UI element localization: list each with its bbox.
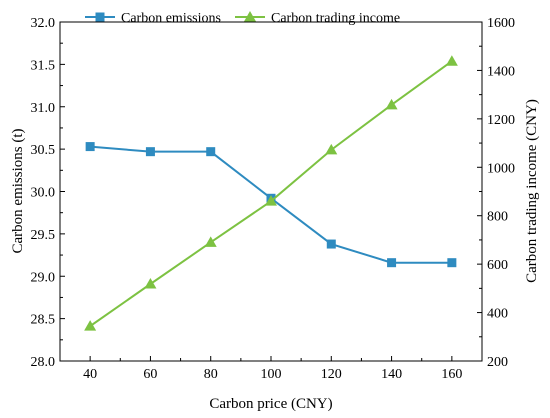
left-tick-label: 29.0 — [31, 270, 56, 285]
left-tick-label: 28.0 — [31, 355, 56, 370]
plot-frame — [59, 21, 483, 362]
right-tick-label: 1400 — [487, 64, 515, 79]
left-axis-title: Carbon emissions (t) — [10, 129, 26, 254]
left-tick-label: 30.5 — [31, 143, 56, 158]
right-tick-label: 800 — [487, 210, 508, 225]
data-point — [385, 98, 398, 110]
data-point — [445, 55, 458, 66]
x-tick-label: 60 — [143, 367, 157, 382]
left-tick-label: 31.5 — [31, 58, 56, 73]
right-tick-label: 1200 — [487, 113, 515, 128]
data-point — [144, 277, 157, 289]
x-axis-ticks: 40 60 80 100 120 140 160 — [83, 356, 462, 382]
series-layer — [84, 55, 458, 331]
right-axis-ticks: 200 400 600 800 1000 1200 1400 1600 — [477, 16, 515, 370]
legend-label: Carbon emissions — [121, 11, 221, 26]
left-tick-label: 28.5 — [31, 313, 56, 328]
right-tick-label: 200 — [487, 355, 508, 370]
legend-swatch-marker — [244, 11, 256, 22]
series-line — [89, 60, 453, 327]
data-point — [387, 258, 397, 268]
data-point — [204, 236, 217, 247]
x-tick-label: 80 — [204, 367, 218, 382]
x-tick-label: 120 — [321, 367, 342, 382]
x-tick-label: 160 — [441, 367, 462, 382]
x-tick-label: 140 — [381, 367, 402, 382]
right-axis-title: Carbon trading income (CNY) — [524, 99, 540, 283]
right-tick-label: 400 — [487, 307, 508, 322]
x-tick-label: 100 — [261, 367, 282, 382]
left-tick-label: 31.0 — [31, 101, 56, 116]
x-axis-title: Carbon price (CNY) — [209, 396, 332, 412]
data-point — [265, 195, 277, 206]
left-axis-ticks: 28.0 28.5 29.0 29.5 30.0 30.5 31.0 31.5 32.0 — [31, 16, 65, 370]
legend-swatch-marker — [95, 12, 105, 22]
left-tick-label: 29.5 — [31, 228, 56, 243]
legend: Carbon emissions Carbon trading income — [85, 11, 400, 26]
left-tick-label: 30.0 — [31, 186, 56, 201]
x-tick-label: 40 — [83, 367, 97, 382]
right-tick-label: 1000 — [487, 161, 515, 176]
legend-label: Carbon trading income — [271, 11, 400, 26]
right-tick-label: 1600 — [487, 16, 515, 31]
data-point — [326, 239, 336, 249]
chart-axes — [59, 21, 483, 362]
data-point — [325, 143, 338, 155]
data-point — [145, 147, 155, 157]
right-tick-label: 600 — [487, 258, 508, 273]
data-point — [206, 147, 216, 157]
series-2 — [84, 55, 458, 331]
left-tick-label: 32.0 — [31, 16, 56, 31]
data-point — [84, 320, 97, 331]
data-point — [447, 258, 457, 268]
data-point — [85, 142, 95, 152]
